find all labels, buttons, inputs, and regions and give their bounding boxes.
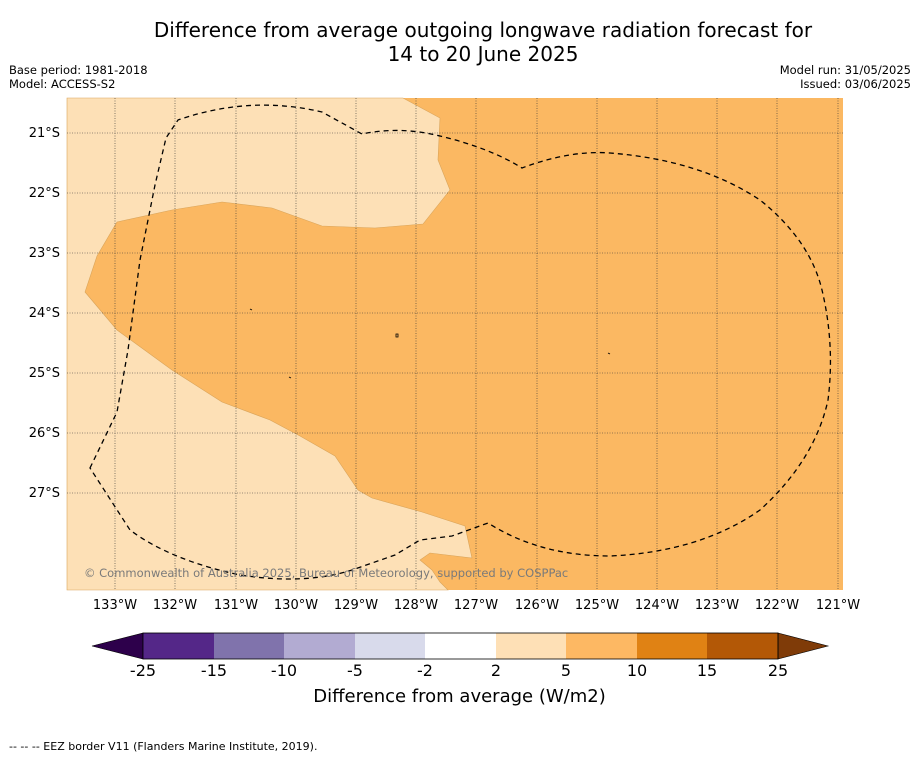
colorbar-segment-2 (214, 633, 284, 659)
colorbar-tick-25: 25 (767, 661, 789, 680)
colorbar-segment-7 (566, 633, 637, 659)
lon-label-126w: 126°W (514, 598, 560, 613)
issued-text: Issued: 03/06/2025 (800, 77, 911, 91)
colorbar-tick-15: 15 (696, 661, 718, 680)
map-title-line2: 14 to 20 June 2025 (387, 42, 579, 66)
colorbar-tick-minus5: -5 (347, 661, 363, 680)
colorbar-tick-minus15: -15 (200, 661, 228, 680)
lon-label-124w: 124°W (634, 598, 680, 613)
lon-label-130w: 130°W (273, 598, 319, 613)
lat-label-21s: 21°S (28, 126, 60, 141)
colorbar-tick-2: 2 (490, 661, 502, 680)
lon-label-133w: 133°W (92, 598, 138, 613)
eez-footnote: -- -- -- EEZ border V11 (Flanders Marine… (9, 740, 318, 753)
colorbar-tick-5: 5 (560, 661, 572, 680)
colorbar-over-triangle (777, 632, 830, 660)
colorbar-label: Difference from average (W/m2) (313, 686, 606, 707)
colorbar-segment-6 (496, 633, 566, 659)
colorbar-segment-1 (143, 633, 214, 659)
lon-label-132w: 132°W (152, 598, 198, 613)
model-text: Model: ACCESS-S2 (9, 77, 116, 91)
colorbar-outline (142, 632, 779, 660)
header-right: Model run: 31/05/2025 Issued: 03/06/2025 (780, 63, 911, 91)
lat-label-23s: 23°S (28, 246, 60, 261)
anomaly-zone-2-to-5-west (66, 97, 473, 591)
lon-label-125w: 125°W (574, 598, 620, 613)
island-markers (249, 308, 611, 379)
lon-label-123w: 123°W (694, 598, 740, 613)
colorbar-tick-minus10: -10 (270, 661, 298, 680)
lat-label-24s: 24°S (28, 306, 60, 321)
lon-label-129w: 129°W (333, 598, 379, 613)
map-grid (67, 98, 843, 590)
base-period-text: Base period: 1981-2018 (9, 63, 148, 77)
colorbar-segment-5 (425, 633, 496, 659)
header-left: Base period: 1981-2018 Model: ACCESS-S2 (9, 63, 148, 91)
lat-label-26s: 26°S (28, 426, 60, 441)
colorbar-under-triangle (91, 632, 144, 660)
colorbar (91, 632, 830, 660)
colorbar-tick-minus2: -2 (417, 661, 433, 680)
colorbar-segment-8 (637, 633, 707, 659)
colorbar-segment-4 (355, 633, 425, 659)
lon-label-121w: 121°W (815, 598, 861, 613)
map-title: Difference from average outgoing longwav… (0, 18, 919, 66)
copyright-text: © Commonwealth of Australia 2025, Bureau… (84, 566, 568, 580)
lon-label-131w: 131°W (213, 598, 259, 613)
lon-label-128w: 128°W (393, 598, 439, 613)
colorbar-segment-9 (707, 633, 778, 659)
lat-label-27s: 27°S (28, 486, 60, 501)
model-run-text: Model run: 31/05/2025 (779, 63, 911, 77)
lon-label-127w: 127°W (453, 598, 499, 613)
lat-label-25s: 25°S (28, 366, 60, 381)
colorbar-tick-10: 10 (626, 661, 648, 680)
eez-border (89, 104, 832, 580)
colorbar-tick-minus25: -25 (129, 661, 157, 680)
map-title-line1: Difference from average outgoing longwav… (153, 18, 813, 42)
lat-label-22s: 22°S (28, 186, 60, 201)
colorbar-segment-3 (284, 633, 355, 659)
lon-label-122w: 122°W (754, 598, 800, 613)
